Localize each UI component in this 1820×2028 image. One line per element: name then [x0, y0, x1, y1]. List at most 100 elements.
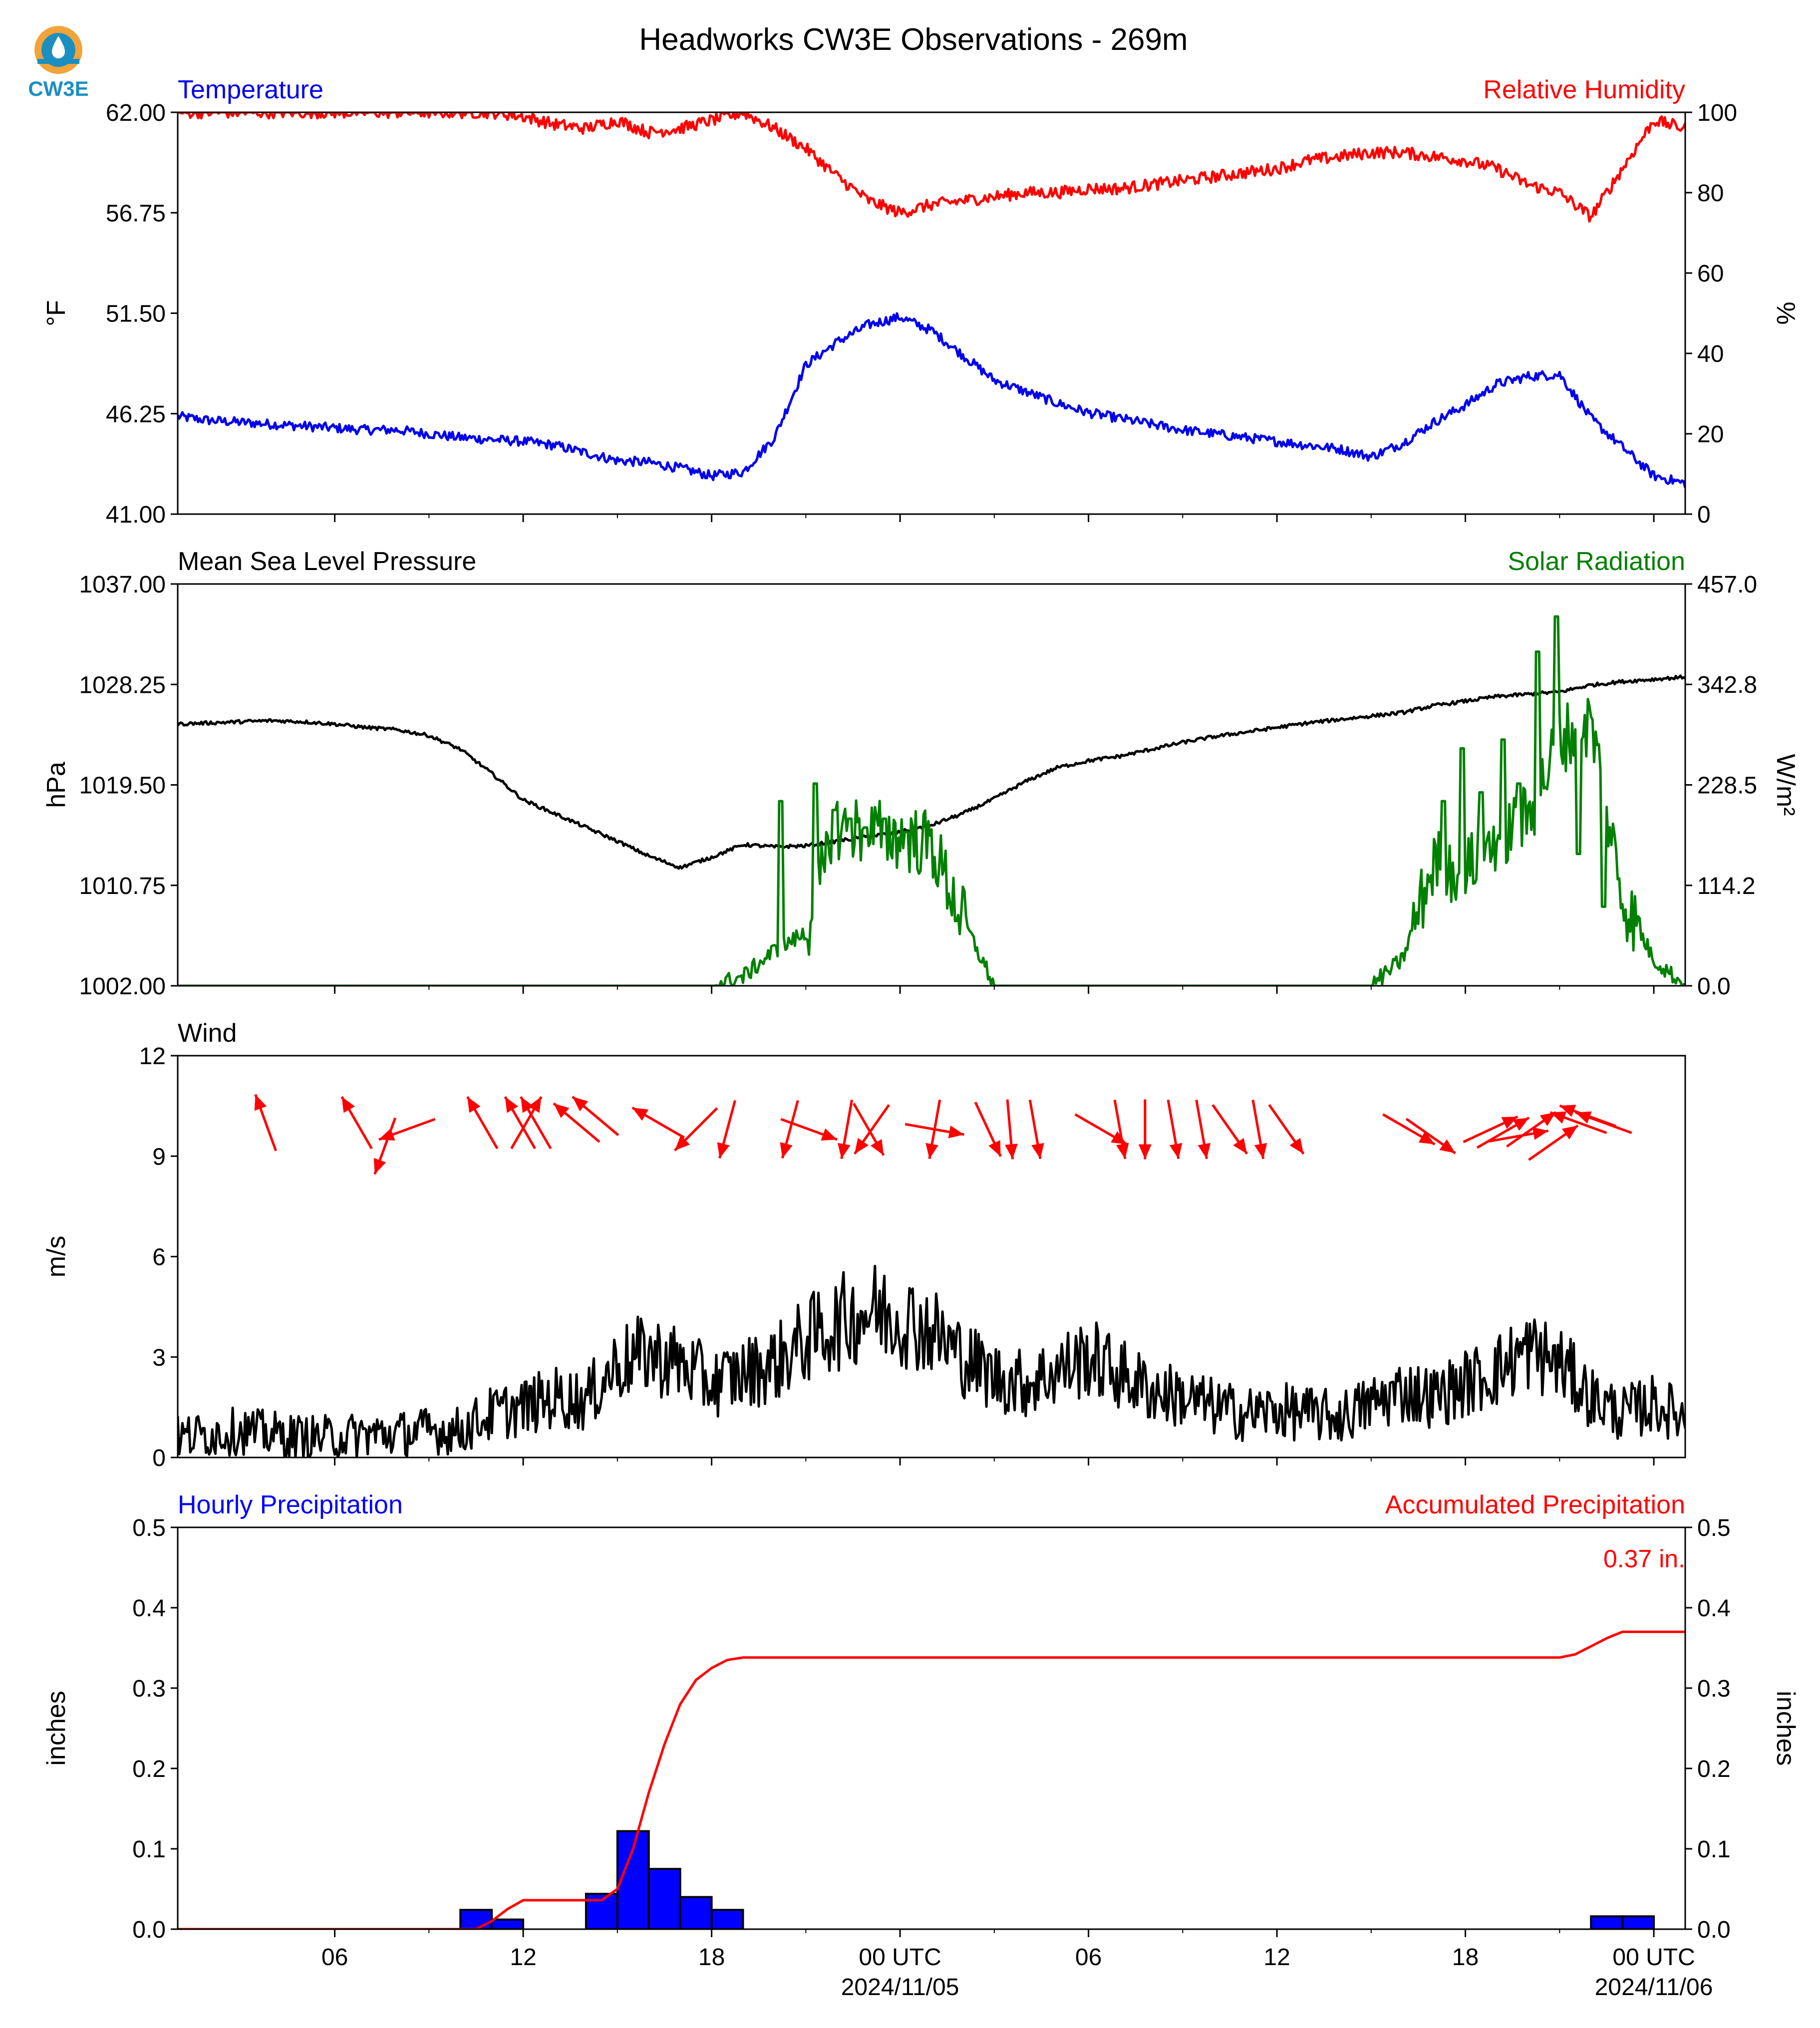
x-tick-label: 12	[1263, 1944, 1290, 1971]
wind-arrow-head	[1418, 1131, 1435, 1145]
y-axis-label: °F	[42, 300, 71, 326]
wind-arrow-head	[254, 1094, 267, 1111]
cw3e-logo: CW3E	[28, 26, 89, 100]
wind-arrow	[1528, 1124, 1579, 1161]
y-right-tick-label: 0.5	[1697, 1515, 1731, 1541]
y-tick-label: 0.4	[132, 1595, 166, 1622]
panel-right-title: Solar Radiation	[1508, 547, 1685, 576]
wind-arrow-head	[1575, 1111, 1592, 1124]
y-right-tick-label: 0.2	[1697, 1756, 1731, 1782]
wind-arrow-head	[572, 1097, 589, 1112]
wind-arrow	[853, 1103, 885, 1156]
series-line-solar-radiation	[178, 615, 1685, 986]
precip-bar	[1590, 1915, 1624, 1929]
y-tick-label: 6	[152, 1244, 166, 1271]
precip-bar	[679, 1896, 713, 1929]
y-right-tick-label: 20	[1697, 421, 1724, 448]
wind-arrow	[510, 1096, 543, 1150]
panel-left-title: Temperature	[178, 75, 323, 104]
series-line-temperature	[178, 312, 1685, 488]
wind-arrow	[1004, 1099, 1018, 1159]
wind-arrow-head	[1031, 1143, 1044, 1159]
y-tick-label: 1019.50	[79, 773, 166, 799]
y-right-tick-label: 0.1	[1697, 1836, 1731, 1863]
wind-arrow-head	[988, 1140, 1001, 1157]
series-line-accumulated-precipitation	[178, 1630, 1685, 1929]
wind-arrow	[572, 1096, 619, 1137]
wind-arrow-head	[1561, 1126, 1578, 1140]
wind-arrow	[340, 1096, 373, 1150]
wind-arrow-head	[717, 1142, 730, 1159]
wind-arrow	[780, 1118, 838, 1141]
wind-arrow-head	[1289, 1138, 1304, 1154]
wind-arrow	[1549, 1111, 1607, 1135]
panel-left-title: Hourly Precipitation	[178, 1490, 403, 1519]
wind-arrow	[1575, 1111, 1632, 1135]
y-tick-label: 1037.00	[79, 572, 166, 598]
figure-title: Headworks CW3E Observations - 269m	[639, 22, 1188, 57]
y-right-tick-label: 40	[1697, 341, 1724, 367]
y-right-axis-label: inches	[1771, 1691, 1800, 1765]
wind-arrow	[905, 1123, 964, 1139]
wind-arrow-head	[1532, 1127, 1548, 1140]
wind-arrow-head	[1198, 1143, 1211, 1159]
y-tick-label: 62.00	[106, 100, 166, 126]
wind-arrow-head	[341, 1097, 355, 1113]
wind-arrow-head	[1004, 1144, 1018, 1159]
y-axis-label: inches	[42, 1691, 71, 1765]
y-tick-label: 1002.00	[79, 973, 166, 1000]
wind-arrow	[1405, 1118, 1456, 1155]
y-tick-label: 0.1	[132, 1836, 166, 1863]
y-right-tick-label: 0.3	[1697, 1676, 1731, 1702]
precip-bar	[459, 1909, 493, 1929]
wind-arrow	[1028, 1100, 1044, 1159]
wind-arrow-head	[1138, 1144, 1152, 1159]
wind-arrow	[1195, 1100, 1211, 1159]
wind-arrow-head	[1559, 1105, 1576, 1117]
panel-left-title: Mean Sea Level Pressure	[178, 547, 476, 576]
wind-arrow-head	[1550, 1111, 1567, 1124]
wind-arrow-head	[948, 1125, 964, 1139]
x-tick-label: 12	[510, 1944, 536, 1971]
x-tick-label: 00 UTC	[859, 1944, 941, 1971]
plot-area	[178, 615, 1685, 986]
wind-arrow	[1167, 1100, 1183, 1159]
wind-arrow	[1476, 1117, 1530, 1149]
panels: Temperature Relative Humidity 41.00 46.25 51…	[42, 75, 1800, 2001]
panel-left-title: Wind	[178, 1019, 237, 1048]
drop-icon	[52, 36, 65, 58]
wind-arrow-head	[1539, 1112, 1556, 1127]
y-tick-label: 12	[139, 1043, 166, 1070]
wind-arrow-head	[1513, 1118, 1529, 1131]
wind-arrow	[553, 1102, 601, 1143]
y-right-tick-label: 0.4	[1697, 1595, 1731, 1622]
y-tick-label: 9	[152, 1144, 166, 1170]
wind-arrow	[466, 1096, 499, 1150]
panel-right-title: Accumulated Precipitation	[1385, 1490, 1685, 1519]
panel-pressure_solar: Mean Sea Level Pressure Solar Radiation 10…	[42, 547, 1800, 1000]
y-right-tick-label: 100	[1697, 100, 1737, 126]
panel-frame	[177, 111, 1686, 515]
wind-arrow-head	[505, 1097, 519, 1113]
y-right-tick-label: 457.0	[1697, 572, 1757, 598]
wind-arrow	[1268, 1104, 1305, 1155]
wind-arrow-head	[1254, 1143, 1267, 1159]
x-tick-label: 00 UTC	[1612, 1944, 1695, 1971]
wind-arrow-head	[870, 1139, 884, 1156]
series-line-wind	[178, 1265, 1685, 1457]
wind-arrow-head	[925, 1143, 938, 1159]
wind-arrow	[1138, 1099, 1152, 1159]
y-tick-label: 0.5	[132, 1515, 166, 1541]
wind-arrow-head	[373, 1158, 386, 1174]
wind-arrow	[1506, 1111, 1557, 1148]
y-right-axis-label: W/m²	[1771, 754, 1800, 816]
panel-frame	[177, 583, 1686, 987]
wind-arrow	[520, 1096, 552, 1150]
y-tick-label: 1010.75	[79, 873, 166, 899]
wind-arrow-head	[1233, 1138, 1247, 1154]
y-right-tick-label: 342.8	[1697, 672, 1757, 698]
wind-arrow-head	[632, 1108, 649, 1121]
y-right-tick-label: 0.0	[1697, 973, 1731, 1000]
wind-arrow	[373, 1117, 397, 1175]
